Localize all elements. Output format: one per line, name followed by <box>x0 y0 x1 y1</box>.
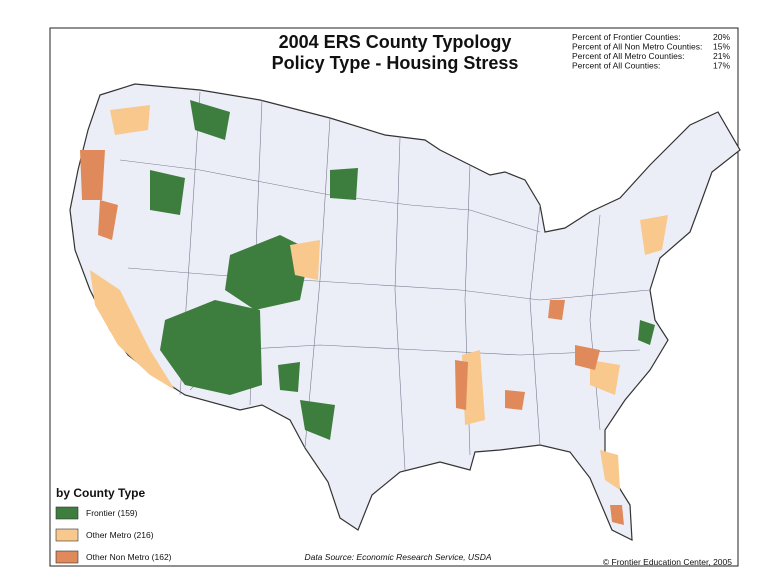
legend-title: by County Type <box>56 486 145 500</box>
other-non-metro-regions <box>80 150 624 525</box>
us-outline <box>69 83 741 541</box>
title-line: Policy Type - Housing Stress <box>272 53 519 73</box>
legend-label: Other Metro (216) <box>86 530 154 540</box>
source: Data Source: Economic Research Service, … <box>304 552 491 562</box>
stat-label: Percent of All Counties: <box>572 61 660 71</box>
stat-label: Percent of All Metro Counties: <box>572 51 684 61</box>
us-map <box>69 83 741 541</box>
stat-value: 17% <box>713 61 730 71</box>
legend-label: Other Non Metro (162) <box>86 552 172 562</box>
legend-swatch <box>55 550 79 564</box>
legend-swatch <box>55 506 79 520</box>
stat-label: Percent of Frontier Counties: <box>572 32 681 42</box>
legend: by County Type Frontier (159) Other Metro… <box>55 486 172 564</box>
stat-label: Percent of All Non Metro Counties: <box>572 42 702 52</box>
stat-value: 20% <box>713 32 730 42</box>
title-line: 2004 ERS County Typology <box>279 32 512 52</box>
stat-value: 15% <box>713 42 730 52</box>
other-metro-regions <box>90 105 668 490</box>
credit: © Frontier Education Center, 2005 <box>603 557 732 567</box>
legend-swatch <box>55 528 79 542</box>
stats: Percent of Frontier Counties: 20% Percent … <box>572 32 730 71</box>
frontier-regions <box>150 100 655 440</box>
stat-value: 21% <box>713 51 730 61</box>
legend-label: Frontier (159) <box>86 508 138 518</box>
